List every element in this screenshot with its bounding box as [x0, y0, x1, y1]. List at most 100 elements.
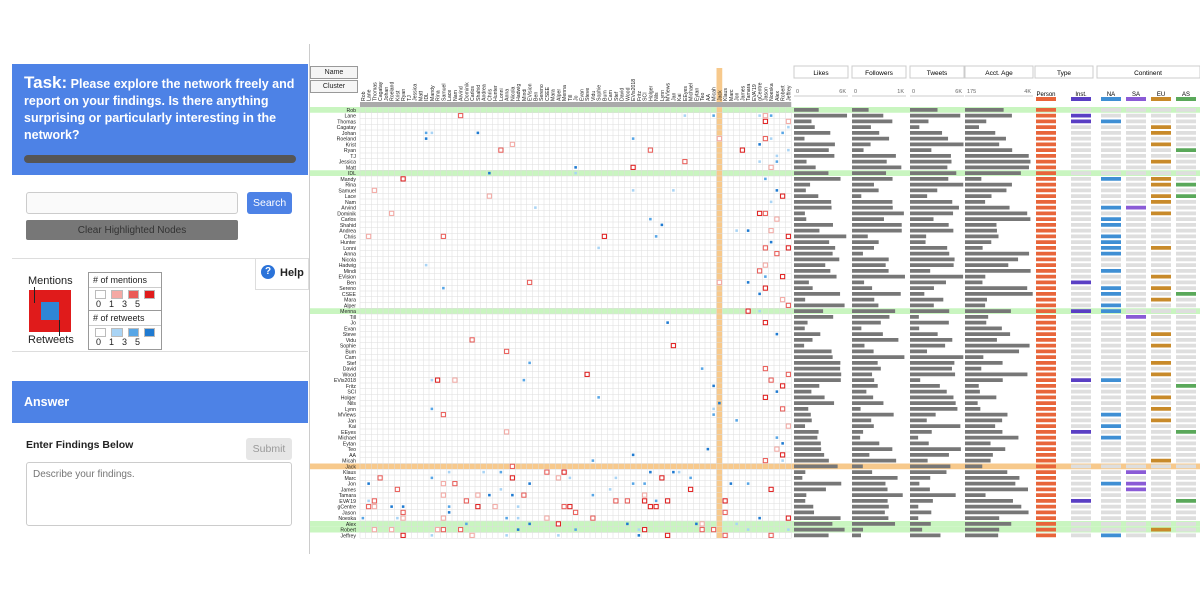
- row-label[interactable]: Hadwig: [339, 263, 356, 269]
- column-label[interactable]: Matt: [418, 90, 424, 101]
- column-label[interactable]: Ben: [533, 92, 539, 101]
- matrix-cell-retweet[interactable]: [516, 528, 520, 531]
- matrix-cell-mention[interactable]: [647, 504, 653, 510]
- matrix-cell-retweet[interactable]: [775, 332, 779, 336]
- matrix-cell-mention[interactable]: [647, 147, 653, 153]
- matrix-cell-mention[interactable]: [573, 509, 579, 515]
- matrix-cell-retweet[interactable]: [758, 292, 761, 296]
- column-label[interactable]: Mara: [551, 89, 557, 101]
- matrix-cell-mention[interactable]: [561, 504, 567, 510]
- row-label[interactable]: gCentre: [338, 505, 357, 511]
- column-label[interactable]: Fritz: [637, 91, 643, 101]
- attr-header[interactable]: [793, 65, 849, 79]
- column-label[interactable]: Shahid: [476, 85, 482, 101]
- matrix-cell-mention[interactable]: [762, 366, 768, 372]
- matrix-cell-mention[interactable]: [762, 262, 768, 268]
- matrix-cell-mention[interactable]: [440, 412, 446, 418]
- row-label[interactable]: EVis2018: [334, 378, 356, 384]
- row-label[interactable]: Michael: [338, 436, 356, 442]
- matrix-cell-mention[interactable]: [371, 504, 377, 510]
- matrix-cell-mention[interactable]: [366, 504, 372, 510]
- matrix-cell-mention[interactable]: [642, 492, 648, 498]
- column-label[interactable]: Johan: [384, 87, 390, 101]
- matrix-cell-mention[interactable]: [722, 509, 728, 515]
- row-label[interactable]: Steve: [343, 332, 356, 338]
- matrix-cell-mention[interactable]: [400, 509, 406, 515]
- matrix-cell-mention[interactable]: [440, 492, 446, 498]
- matrix-cell-mention[interactable]: [613, 498, 619, 504]
- column-label[interactable]: Jon: [735, 93, 741, 101]
- row-label[interactable]: Rina: [345, 183, 356, 189]
- row-label[interactable]: Eytan: [343, 441, 356, 447]
- column-label[interactable]: Evan: [579, 89, 585, 101]
- row-label[interactable]: Rob: [346, 108, 356, 114]
- matrix-cell-retweet[interactable]: [781, 131, 784, 135]
- row-label[interactable]: Micah: [342, 459, 356, 465]
- row-label[interactable]: Alper: [344, 303, 356, 309]
- row-label[interactable]: MViews: [338, 413, 356, 419]
- matrix-cell-mention[interactable]: [785, 233, 791, 239]
- matrix-cell-mention[interactable]: [762, 458, 768, 464]
- continent-header[interactable]: [1096, 65, 1200, 79]
- matrix-cell-retweet[interactable]: [654, 499, 658, 503]
- row-label[interactable]: Chris: [344, 234, 357, 240]
- matrix-cell-retweet[interactable]: [746, 229, 750, 232]
- matrix-cell-retweet[interactable]: [430, 476, 434, 480]
- matrix-cell-mention[interactable]: [768, 486, 774, 492]
- column-label[interactable]: SCI: [643, 92, 649, 101]
- matrix-cell-retweet[interactable]: [775, 390, 779, 393]
- matrix-cell-retweet[interactable]: [764, 177, 767, 181]
- matrix-cell-retweet[interactable]: [465, 522, 468, 526]
- matrix-cell-mention[interactable]: [435, 527, 441, 533]
- matrix-cell-retweet[interactable]: [746, 281, 750, 284]
- column-label[interactable]: Sereno: [539, 84, 545, 101]
- matrix-cell-mention[interactable]: [463, 498, 469, 504]
- matrix-cell-retweet[interactable]: [626, 522, 629, 526]
- matrix-cell-retweet[interactable]: [666, 321, 669, 324]
- matrix-cell-retweet[interactable]: [672, 189, 675, 192]
- row-label[interactable]: EVA'19: [339, 499, 356, 505]
- attr-header[interactable]: [964, 65, 1034, 79]
- matrix-cell-retweet[interactable]: [568, 476, 572, 480]
- row-label[interactable]: Robert: [340, 528, 356, 534]
- column-label[interactable]: Klaus: [723, 88, 729, 101]
- matrix-cell-retweet[interactable]: [505, 534, 508, 537]
- matrix-cell-mention[interactable]: [762, 136, 768, 142]
- attr-header[interactable]: [851, 65, 907, 79]
- matrix-cell-mention[interactable]: [722, 532, 728, 538]
- matrix-cell-retweet[interactable]: [442, 286, 445, 290]
- matrix-cell-retweet[interactable]: [476, 131, 480, 135]
- matrix-cell-mention[interactable]: [440, 527, 446, 533]
- row-label[interactable]: Arvind: [341, 206, 356, 212]
- column-label[interactable]: Rob: [361, 91, 367, 101]
- matrix-cell-mention[interactable]: [642, 498, 648, 504]
- row-label[interactable]: IDL: [348, 171, 356, 177]
- row-label[interactable]: Shahid: [340, 223, 356, 229]
- column-label[interactable]: Nam: [453, 90, 459, 101]
- matrix-cell-mention[interactable]: [768, 532, 774, 538]
- matrix-cell-mention[interactable]: [400, 176, 406, 182]
- column-label[interactable]: Lynn: [660, 90, 666, 101]
- clear-highlighted-button[interactable]: Clear Highlighted Nodes: [26, 220, 238, 240]
- row-label[interactable]: Ryan: [344, 148, 356, 154]
- matrix-cell-mention[interactable]: [555, 475, 561, 481]
- matrix-cell-retweet[interactable]: [522, 378, 526, 382]
- column-label[interactable]: EVision: [528, 83, 534, 101]
- row-label[interactable]: David: [343, 367, 356, 373]
- matrix-cell-mention[interactable]: [389, 527, 395, 533]
- matrix-cell-retweet[interactable]: [597, 396, 600, 399]
- column-label[interactable]: Thomas: [372, 82, 378, 101]
- matrix-cell-mention[interactable]: [371, 527, 377, 533]
- matrix-cell-mention[interactable]: [469, 532, 475, 538]
- column-label[interactable]: Carlos: [470, 86, 476, 101]
- matrix-cell-mention[interactable]: [785, 371, 791, 377]
- matrix-cell-mention[interactable]: [475, 492, 481, 498]
- matrix-cell-retweet[interactable]: [781, 459, 784, 462]
- matrix-cell-mention[interactable]: [509, 141, 515, 147]
- matrix-cell-retweet[interactable]: [511, 493, 514, 497]
- row-label[interactable]: Nicola: [342, 257, 357, 263]
- row-label[interactable]: Jo: [351, 321, 357, 327]
- matrix-cell-mention[interactable]: [527, 279, 533, 285]
- attr-header[interactable]: [909, 65, 965, 79]
- matrix-cell-retweet[interactable]: [367, 499, 370, 503]
